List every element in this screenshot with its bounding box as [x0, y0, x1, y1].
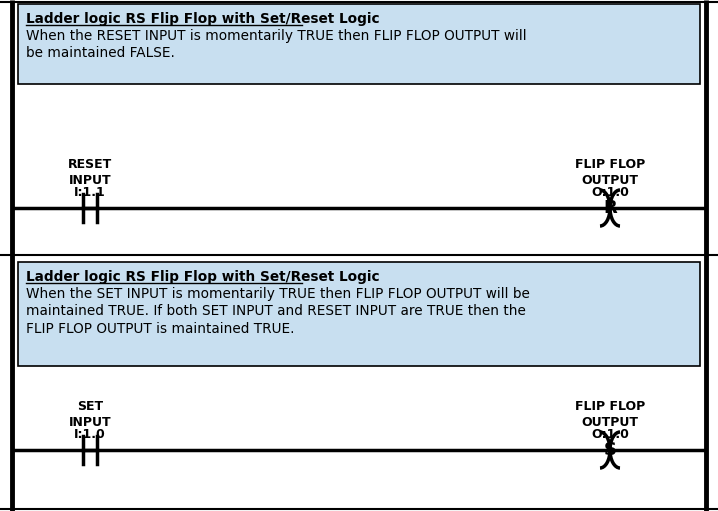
- Text: R: R: [603, 199, 617, 217]
- FancyBboxPatch shape: [18, 262, 700, 366]
- Text: I:1.1: I:1.1: [74, 186, 106, 199]
- Text: Ladder logic RS Flip Flop with Set/Reset Logic: Ladder logic RS Flip Flop with Set/Reset…: [26, 12, 380, 26]
- FancyBboxPatch shape: [18, 4, 700, 84]
- Text: Ladder logic RS Flip Flop with Set/Reset Logic: Ladder logic RS Flip Flop with Set/Reset…: [26, 270, 380, 284]
- Text: FLIP FLOP
OUTPUT: FLIP FLOP OUTPUT: [575, 400, 645, 429]
- Text: When the SET INPUT is momentarily TRUE then FLIP FLOP OUTPUT will be
maintained : When the SET INPUT is momentarily TRUE t…: [26, 287, 530, 336]
- Text: SET
INPUT: SET INPUT: [69, 400, 111, 429]
- Text: RESET
INPUT: RESET INPUT: [68, 158, 112, 187]
- Text: O:1.0: O:1.0: [591, 186, 629, 199]
- Text: FLIP FLOP
OUTPUT: FLIP FLOP OUTPUT: [575, 158, 645, 187]
- Text: S: S: [604, 441, 617, 459]
- Text: I:1.0: I:1.0: [74, 428, 106, 441]
- Text: When the RESET INPUT is momentarily TRUE then FLIP FLOP OUTPUT will
be maintaine: When the RESET INPUT is momentarily TRUE…: [26, 29, 526, 60]
- Text: O:1.0: O:1.0: [591, 428, 629, 441]
